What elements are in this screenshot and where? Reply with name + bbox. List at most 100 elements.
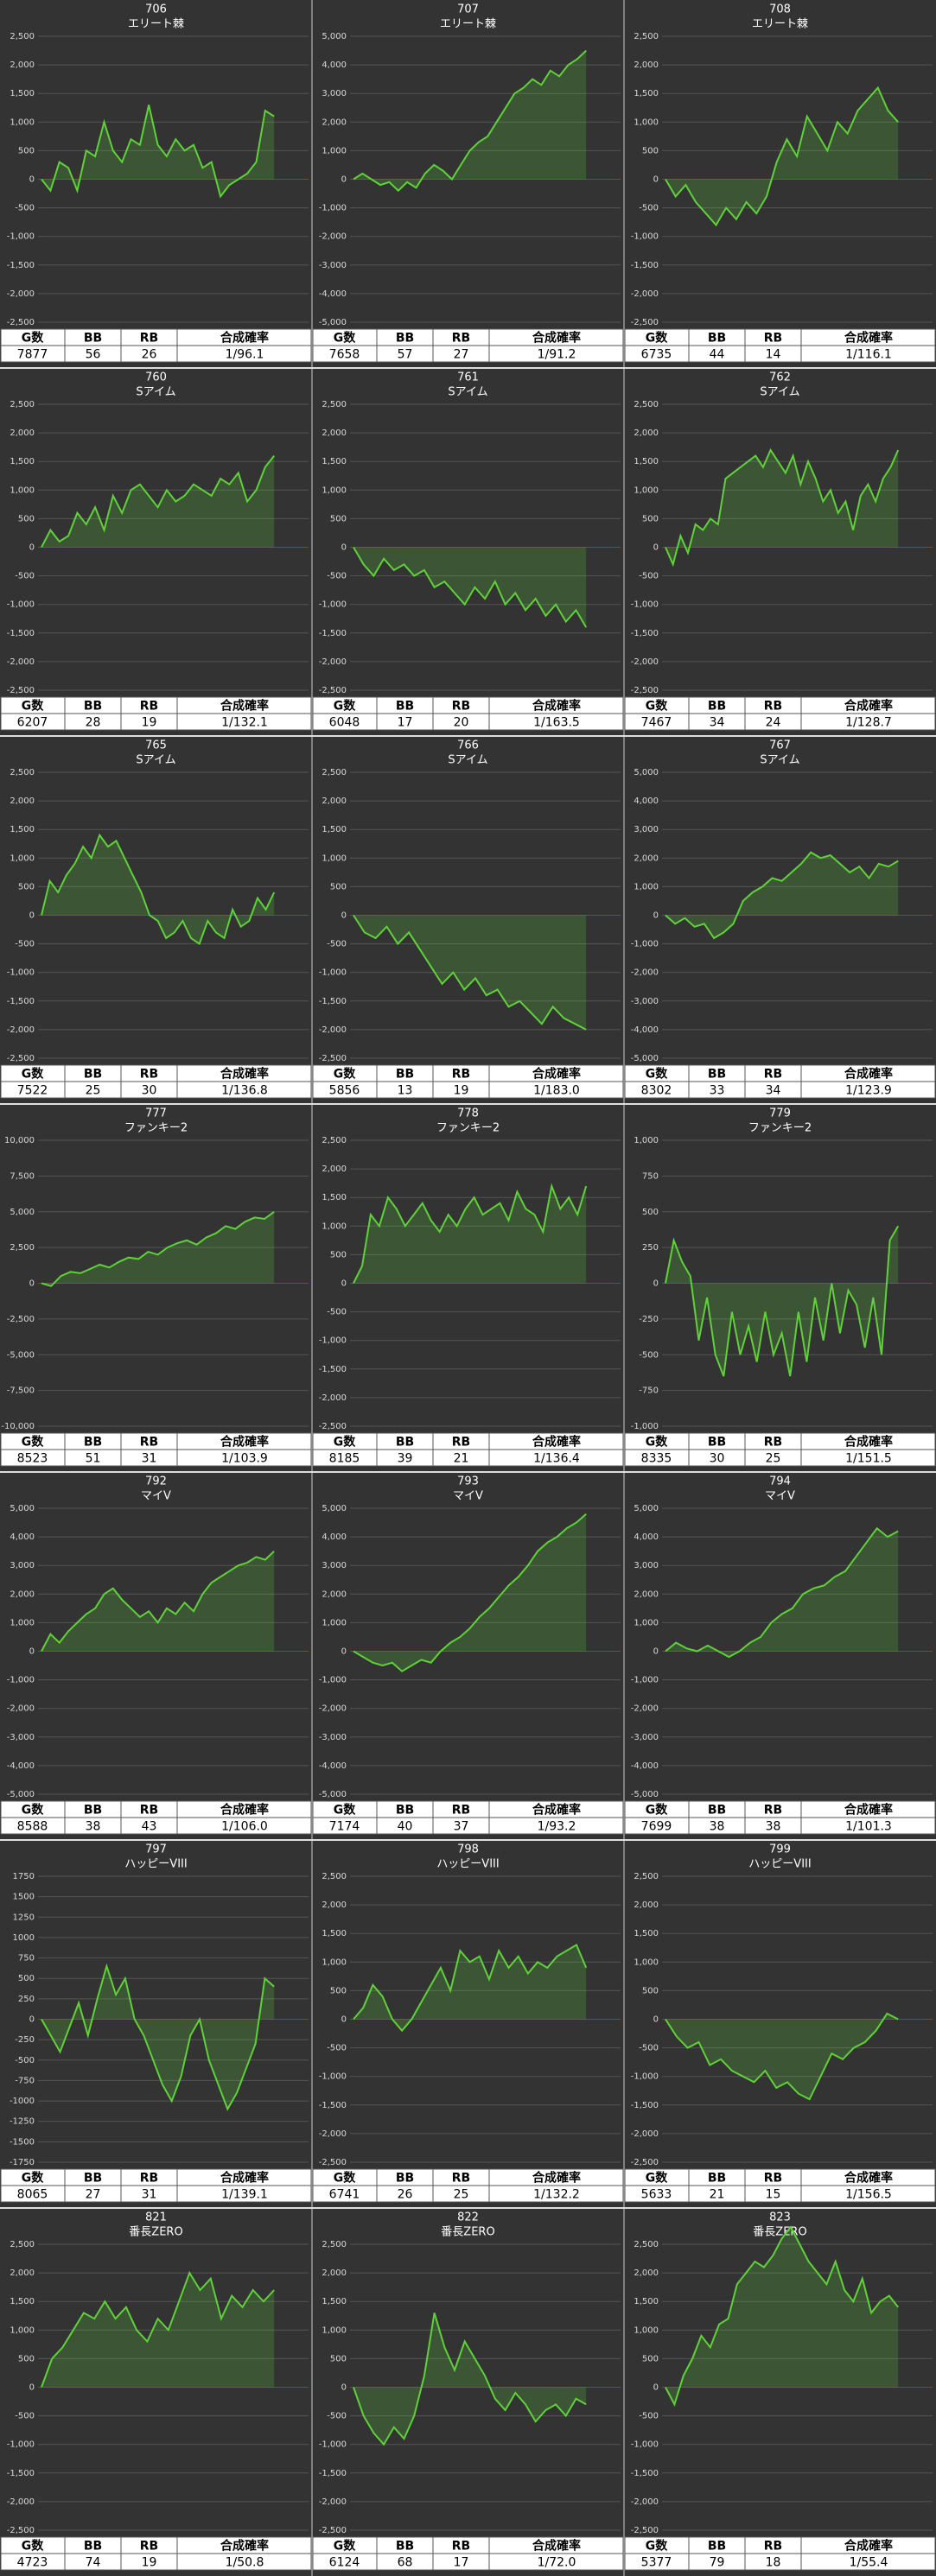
- chart-title: 778: [457, 1107, 479, 1120]
- table-header: G数: [646, 2539, 668, 2554]
- y-tick-label: 750: [642, 1171, 659, 1181]
- y-tick-label: -3,000: [7, 1733, 35, 1742]
- chart-subtitle: マイV: [141, 1490, 171, 1503]
- area: [41, 1551, 275, 1652]
- y-tick-label: -2,500: [7, 686, 35, 695]
- table-header: G数: [334, 331, 356, 346]
- table-header: G数: [646, 331, 668, 346]
- area: [353, 915, 587, 1030]
- line: [41, 833, 276, 946]
- y-tick-label: 0: [653, 1279, 659, 1289]
- y-tick-label: 1750: [13, 1872, 35, 1881]
- y-tick-label: -500: [15, 940, 35, 949]
- y-tick-label: 2,500: [634, 1872, 659, 1881]
- y-tick-label: -2,000: [7, 1025, 35, 1035]
- chart-title: 798: [457, 1843, 479, 1856]
- table-header: RB: [140, 1804, 158, 1818]
- y-tick-label: 3,000: [634, 825, 659, 834]
- table-header: BB: [708, 2540, 726, 2554]
- y-tick-label: -1,000: [319, 2440, 347, 2450]
- y-tick-label: -2,000: [319, 1025, 347, 1035]
- y-tick-label: 2,000: [634, 428, 659, 438]
- chart-subtitle: ハッピーVIII: [436, 1858, 499, 1871]
- table-cell: 1/128.7: [845, 716, 892, 730]
- chart-title: 706: [145, 3, 167, 16]
- table-cell: 4723: [17, 2556, 48, 2570]
- y-tick-label: -500: [639, 2044, 659, 2053]
- y-tick-label: -1,500: [631, 2469, 659, 2478]
- y-tick-label: -2,500: [631, 2158, 659, 2167]
- table-header: G数: [22, 1435, 44, 1450]
- table-cell: 1/93.2: [538, 1820, 576, 1834]
- table-header: 合成確率: [844, 1435, 893, 1450]
- y-tick-label: 1,000: [10, 853, 35, 863]
- table-header: BB: [84, 2540, 102, 2554]
- line: [665, 1225, 900, 1377]
- table-cell: 15: [766, 2188, 781, 2202]
- table-cell: 1/136.8: [221, 1084, 268, 1098]
- y-tick-label: -3,000: [631, 997, 659, 1006]
- table-header: 合成確率: [844, 699, 893, 714]
- table-cell: 27: [454, 348, 469, 362]
- table-cell: 1/163.5: [533, 716, 580, 730]
- y-tick-label: 4,000: [322, 60, 347, 70]
- area: [665, 450, 899, 565]
- line: [353, 1513, 587, 1672]
- area: [41, 834, 275, 944]
- table-cell: 20: [454, 716, 469, 730]
- line: [665, 2012, 899, 2101]
- table-cell: 7877: [17, 348, 48, 362]
- table-header: RB: [452, 1068, 470, 1082]
- table-header: G数: [334, 1435, 356, 1450]
- table-header: BB: [84, 332, 102, 346]
- y-tick-label: -2,500: [7, 1315, 35, 1324]
- line: [41, 454, 275, 548]
- area: [353, 50, 587, 191]
- y-tick-label: -2,500: [319, 1422, 347, 1431]
- y-tick-label: -1,000: [319, 2072, 347, 2082]
- y-tick-label: -2,500: [7, 2526, 35, 2535]
- y-tick-label: 5,000: [10, 1208, 35, 1217]
- table-cell: 7522: [17, 1084, 48, 1098]
- table-cell: 34: [766, 1084, 781, 1098]
- chart-title: 760: [145, 371, 167, 384]
- chart-title: 822: [457, 2211, 479, 2224]
- y-tick-label: -2,000: [631, 1704, 659, 1714]
- table-cell: 1/136.4: [533, 1452, 580, 1466]
- table-header: BB: [84, 1804, 102, 1818]
- y-tick-label: -10,000: [1, 1422, 35, 1431]
- y-tick-label: -2,500: [631, 686, 659, 695]
- chart-title: 762: [769, 371, 791, 384]
- y-tick-label: -1,000: [631, 232, 659, 242]
- y-tick-label: -500: [327, 2044, 347, 2053]
- table-cell: 28: [86, 716, 101, 730]
- y-tick-label: 2,000: [322, 117, 347, 127]
- y-tick-label: 1250: [13, 1913, 35, 1922]
- y-tick-label: 3,000: [322, 1561, 347, 1570]
- table-cell: 1/91.2: [538, 348, 576, 362]
- line: [665, 2225, 899, 2408]
- table-header: 合成確率: [532, 1435, 581, 1450]
- table-cell: 25: [454, 2188, 469, 2202]
- area: [665, 2013, 899, 2100]
- table-header: BB: [708, 332, 726, 346]
- y-tick-label: 0: [341, 2015, 347, 2025]
- y-tick-label: 1,500: [322, 1929, 347, 1938]
- y-tick-label: -1,000: [319, 1676, 347, 1685]
- table-cell: 33: [710, 1084, 725, 1098]
- table-cell: 1/72.0: [538, 2556, 576, 2570]
- chart-title: 793: [457, 1475, 479, 1488]
- chart-subtitle: Sアイム: [760, 386, 799, 399]
- y-tick-label: -2,000: [319, 1704, 347, 1714]
- table-cell: 57: [398, 348, 413, 362]
- area: [665, 1226, 899, 1377]
- table-header: RB: [764, 1068, 782, 1082]
- table-header: 合成確率: [532, 2171, 581, 2186]
- table-cell: 17: [398, 716, 413, 730]
- line: [665, 86, 899, 227]
- y-tick-label: 1,000: [634, 882, 659, 891]
- y-tick-label: 250: [18, 1995, 35, 2004]
- line: [353, 1943, 588, 2033]
- table-cell: 13: [398, 1084, 413, 1098]
- table-cell: 5377: [641, 2556, 672, 2570]
